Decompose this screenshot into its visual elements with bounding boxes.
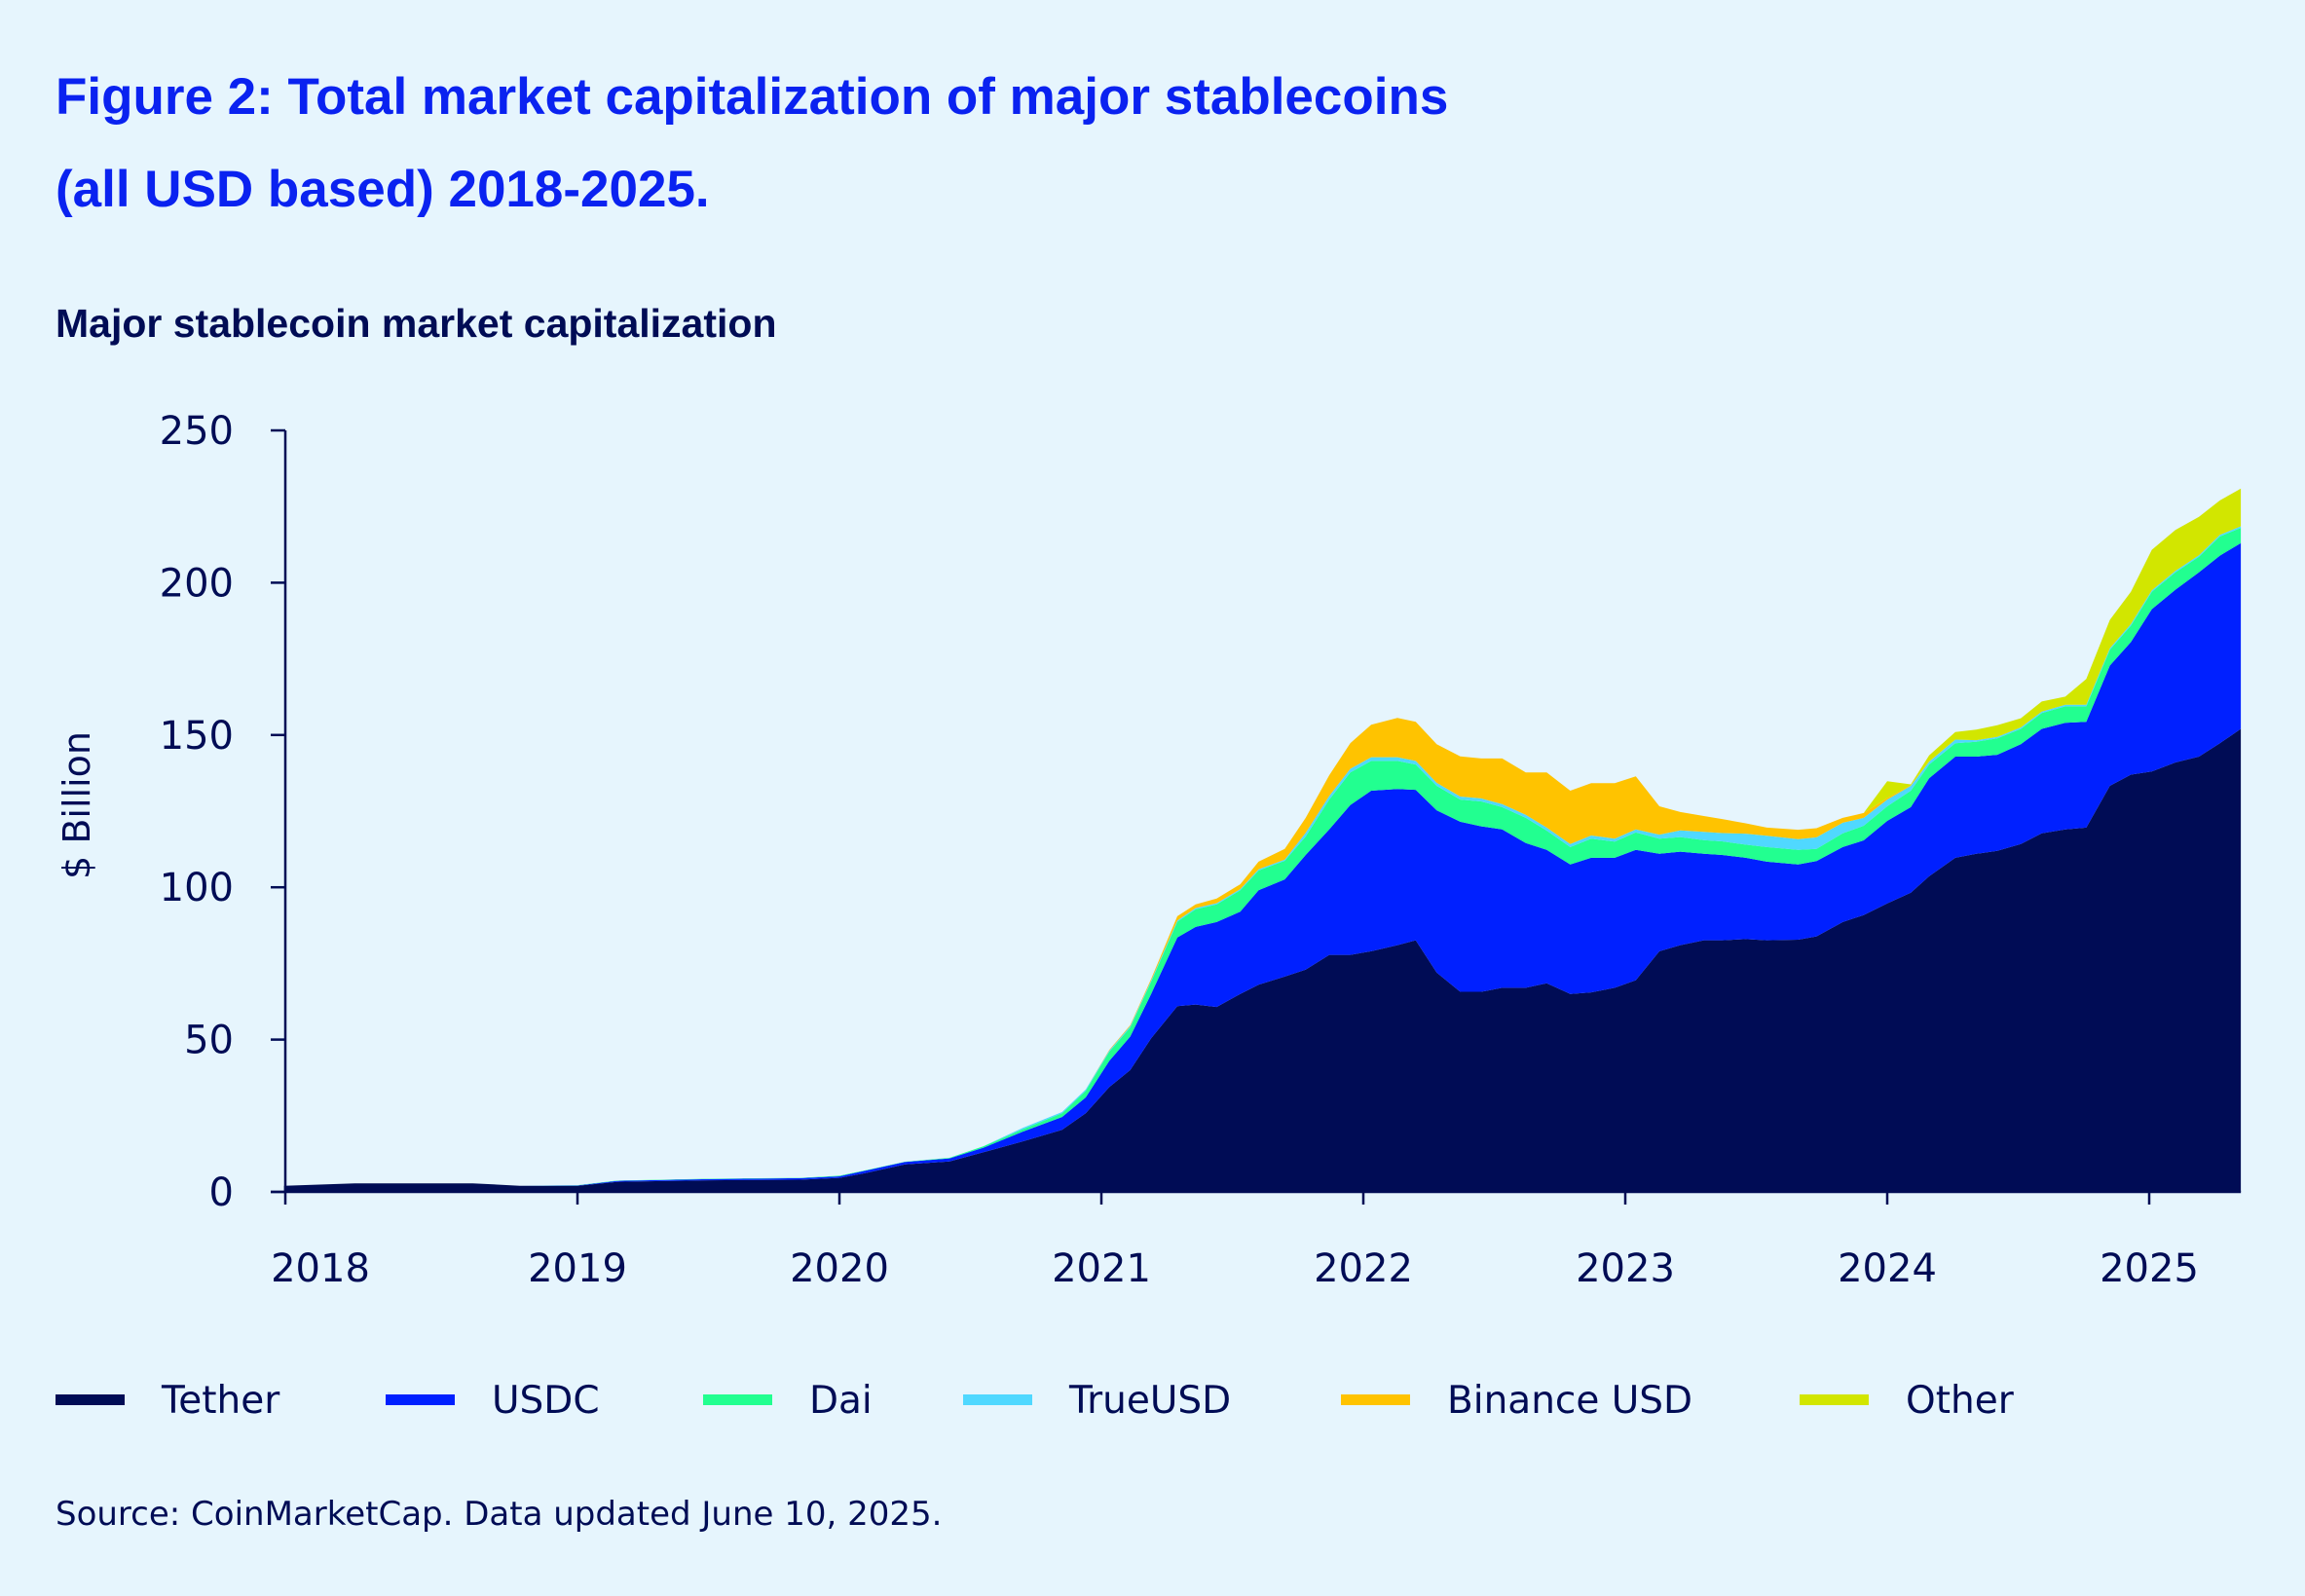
legend-swatch (386, 1394, 455, 1405)
legend-label: Tether (161, 1379, 280, 1423)
y-tick-label: 200 (160, 561, 234, 606)
x-tick-label: 2025 (2100, 1246, 2199, 1291)
area-usdc (283, 542, 2242, 1186)
legend-swatch (703, 1394, 772, 1405)
y-axis-label: $ Billion (56, 731, 98, 879)
legend-swatch (963, 1394, 1032, 1405)
chart-title: Major stablecoin market capitalization (56, 301, 776, 346)
legend-item-other: Other (1800, 1379, 2015, 1423)
x-tick-label: 2021 (1052, 1246, 1151, 1291)
x-tick-label: 2023 (1576, 1246, 1675, 1291)
legend-label: Dai (809, 1379, 873, 1423)
legend-item-dai: Dai (703, 1379, 873, 1423)
x-tick-label: 2019 (528, 1246, 627, 1291)
legend-swatch (1341, 1394, 1410, 1405)
x-tick-label: 2022 (1314, 1246, 1413, 1291)
legend-item-tether: Tether (56, 1379, 280, 1423)
y-tick-label: 0 (209, 1170, 234, 1215)
legend: Tether USDC Dai TrueUSD Binance USD Other (56, 1379, 2015, 1423)
y-tick-label: 150 (160, 714, 234, 759)
area-tether (283, 728, 2242, 1192)
stacked-areas (283, 488, 2242, 1192)
source-note: Source: CoinMarketCap. Data updated June… (56, 1495, 942, 1534)
legend-label: TrueUSD (1068, 1379, 1231, 1423)
legend-label: Other (1906, 1379, 2015, 1423)
legend-label: USDC (492, 1379, 600, 1423)
figure-title-line2: (all USD based) 2018-2025. (56, 161, 710, 218)
x-tick-label: 2020 (790, 1246, 889, 1291)
y-tick-label: 100 (160, 866, 234, 910)
x-tick-label: 2024 (1838, 1246, 1937, 1291)
legend-item-trueusd: TrueUSD (963, 1379, 1231, 1423)
legend-item-binance-usd: Binance USD (1341, 1379, 1692, 1423)
legend-swatch (56, 1394, 125, 1405)
x-tick-label: 2018 (271, 1246, 370, 1291)
legend-item-usdc: USDC (386, 1379, 600, 1423)
axes: 0 50 100 150 200 250 2018 2019 2020 2021 2022 2023 2… (160, 409, 2242, 1291)
figure-title-line1: Figure 2: Total market capitalization of… (56, 68, 1448, 126)
y-tick-label: 250 (160, 409, 234, 454)
legend-swatch (1800, 1394, 1869, 1405)
legend-label: Binance USD (1447, 1379, 1692, 1423)
y-tick-label: 50 (184, 1019, 234, 1063)
